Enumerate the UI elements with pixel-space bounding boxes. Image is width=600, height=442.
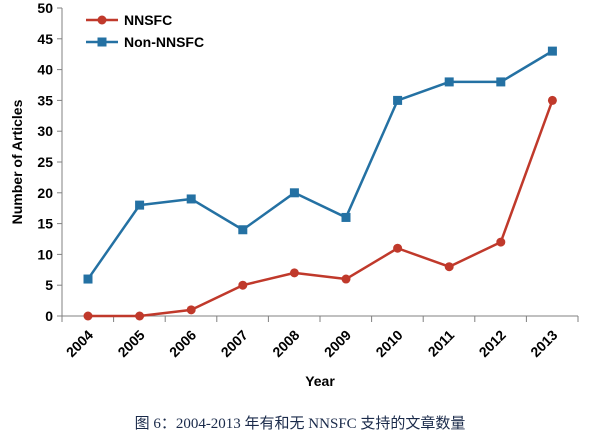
y-tick-label: 35 [37,92,53,108]
data-point [186,305,196,315]
data-point [135,200,145,210]
data-point [547,46,557,56]
legend-label: Non-NNSFC [124,34,204,50]
series-nnsfc [83,95,557,321]
x-tick-label: 2009 [321,327,354,360]
y-tick-label: 0 [45,308,53,324]
x-tick-label: 2008 [269,327,302,360]
data-point [444,77,454,87]
data-point [186,194,196,204]
data-point [547,95,557,105]
legend-swatch-marker [97,37,107,47]
legend-item: NNSFC [86,12,172,28]
data-point [238,280,248,290]
series-line [88,99,554,318]
data-point [496,77,506,87]
data-point [135,311,145,321]
series-non-nnsfc [83,46,557,284]
legend-swatch-marker [97,15,107,25]
axes [61,8,578,317]
x-tick-label: 2004 [63,327,96,360]
y-tick-label: 10 [37,246,53,262]
data-point [83,274,93,284]
x-tick-label: 2006 [166,327,199,360]
data-point [289,268,299,278]
y-tick-label: 30 [37,123,53,139]
data-point [393,95,403,105]
x-tick-label: 2007 [218,327,251,360]
data-point [238,225,248,235]
x-tick-label: 2013 [527,327,560,360]
x-tick-label: 2010 [372,327,405,360]
data-point [496,237,506,247]
y-tick-label: 25 [37,154,53,170]
data-point [444,262,454,272]
data-point [289,188,299,198]
y-tick-label: 5 [45,277,53,293]
series [83,46,557,321]
x-ticks: 2004 2005 2006 2007 2008 2009 2010 2011 2012 2013 [61,316,579,360]
x-tick-label: 2011 [425,327,458,360]
legend-label: NNSFC [124,12,172,28]
data-point [341,274,351,284]
y-tick-label: 50 [37,0,53,16]
legend-item: Non-NNSFC [86,34,204,50]
y-tick-label: 45 [37,31,53,47]
y-tick-label: 15 [37,216,53,232]
data-point [393,243,403,253]
y-tick-label: 20 [37,185,53,201]
y-axis-title: Number of Articles [9,99,25,224]
y-tick-label: 40 [37,62,53,78]
y-ticks: 0 5 10 15 20 25 30 35 40 45 50 [37,0,62,324]
x-tick-label: 2012 [476,327,509,360]
series-line [86,50,554,280]
x-axis-title: Year [305,373,335,389]
legend: NNSFC Non-NNSFC [86,12,204,50]
data-point [341,212,351,222]
x-tick-label: 2005 [114,327,147,360]
data-point [83,311,93,321]
figure-caption: 图 6：2004-2013 年有和无 NNSFC 支持的文章数量 [134,416,466,432]
